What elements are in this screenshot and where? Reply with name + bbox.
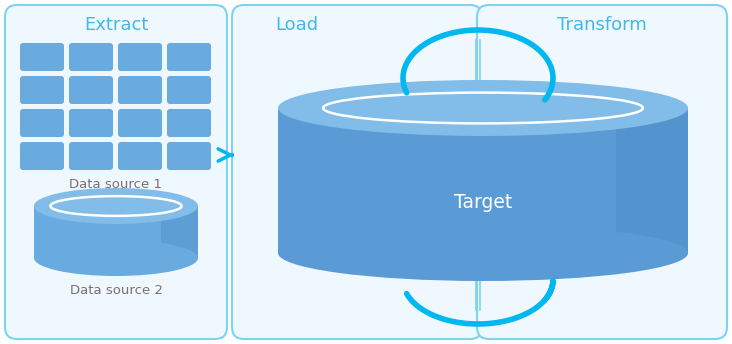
Polygon shape <box>34 206 198 258</box>
FancyBboxPatch shape <box>477 5 727 339</box>
Text: Data source 1: Data source 1 <box>69 178 162 191</box>
FancyBboxPatch shape <box>232 5 482 339</box>
FancyBboxPatch shape <box>69 43 113 71</box>
Text: Data source 2: Data source 2 <box>70 283 163 297</box>
Ellipse shape <box>34 240 198 276</box>
Text: Load: Load <box>275 16 318 34</box>
FancyBboxPatch shape <box>20 76 64 104</box>
FancyBboxPatch shape <box>69 109 113 137</box>
FancyBboxPatch shape <box>118 76 162 104</box>
FancyBboxPatch shape <box>20 109 64 137</box>
Polygon shape <box>616 108 688 253</box>
FancyBboxPatch shape <box>69 76 113 104</box>
FancyBboxPatch shape <box>167 109 211 137</box>
FancyBboxPatch shape <box>20 43 64 71</box>
FancyBboxPatch shape <box>167 43 211 71</box>
Polygon shape <box>278 108 688 253</box>
FancyBboxPatch shape <box>20 142 64 170</box>
Polygon shape <box>161 206 198 258</box>
Text: Transform: Transform <box>557 16 647 34</box>
Ellipse shape <box>278 225 688 281</box>
Text: Extract: Extract <box>83 16 148 34</box>
FancyBboxPatch shape <box>5 5 227 339</box>
FancyBboxPatch shape <box>69 142 113 170</box>
Text: Target: Target <box>454 193 512 212</box>
FancyBboxPatch shape <box>118 43 162 71</box>
FancyBboxPatch shape <box>118 142 162 170</box>
FancyBboxPatch shape <box>167 76 211 104</box>
Ellipse shape <box>278 80 688 136</box>
Ellipse shape <box>34 188 198 224</box>
FancyBboxPatch shape <box>118 109 162 137</box>
FancyBboxPatch shape <box>167 142 211 170</box>
